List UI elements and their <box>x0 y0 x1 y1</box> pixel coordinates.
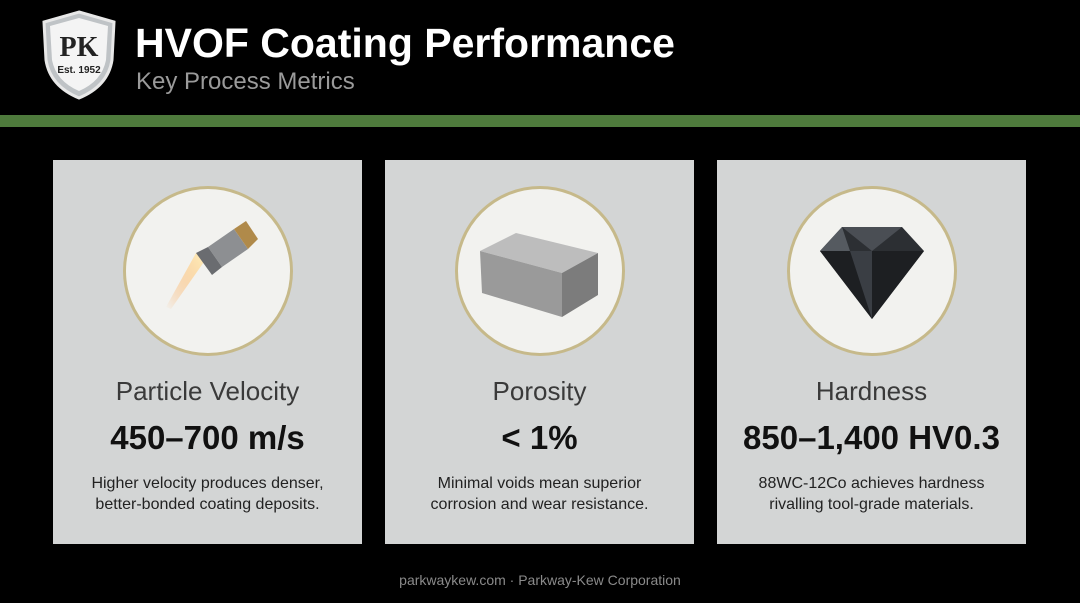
subtitle: Key Process Metrics <box>136 68 355 95</box>
card-label: Porosity <box>492 376 587 406</box>
accent-bar <box>0 115 1080 127</box>
card-description: Higher velocity produces denser, better-b… <box>53 473 362 515</box>
card-metric: 850–1,400 HV0.3 <box>743 419 1000 456</box>
card-description: Minimal voids mean superior corrosion and… <box>385 473 694 515</box>
card-label: Hardness <box>815 376 928 406</box>
icon-circle <box>455 186 625 356</box>
description-line: 88WC-12Co achieves hardness <box>758 475 985 492</box>
card-metric: < 1% <box>501 419 578 456</box>
block-icon <box>480 233 598 317</box>
description-line: rivalling tool-grade materials. <box>769 496 974 513</box>
logo-inner <box>50 18 108 91</box>
title: HVOF Coating Performance <box>135 20 675 66</box>
metric-card: Particle Velocity 450–700 m/s Higher vel… <box>53 160 362 544</box>
description-line: better-bonded coating deposits. <box>95 496 320 513</box>
metric-card: Hardness 850–1,400 HV0.3 88WC-12Co achie… <box>717 160 1026 544</box>
description-line: Higher velocity produces denser, <box>91 475 324 492</box>
metric-card: Porosity < 1% Minimal voids mean superio… <box>385 160 694 544</box>
card-description: 88WC-12Co achieves hardness rivalling too… <box>717 473 1026 515</box>
description-line: Minimal voids mean superior <box>437 475 642 492</box>
diamond-icon <box>820 227 924 319</box>
footer: parkwaykew.com · Parkway-Kew Corporation <box>399 572 681 588</box>
card-label: Particle Velocity <box>115 376 300 406</box>
nozzle-icon <box>166 221 258 309</box>
icon-circle <box>123 186 293 356</box>
description-line: corrosion and wear resistance. <box>430 496 649 513</box>
logo-established: Est. 1952 <box>57 65 101 76</box>
logo: PK Est. 1952 <box>42 10 116 100</box>
logo-initials: PK <box>60 32 99 63</box>
card-metric: 450–700 m/s <box>110 419 305 456</box>
icon-circle <box>787 186 957 356</box>
